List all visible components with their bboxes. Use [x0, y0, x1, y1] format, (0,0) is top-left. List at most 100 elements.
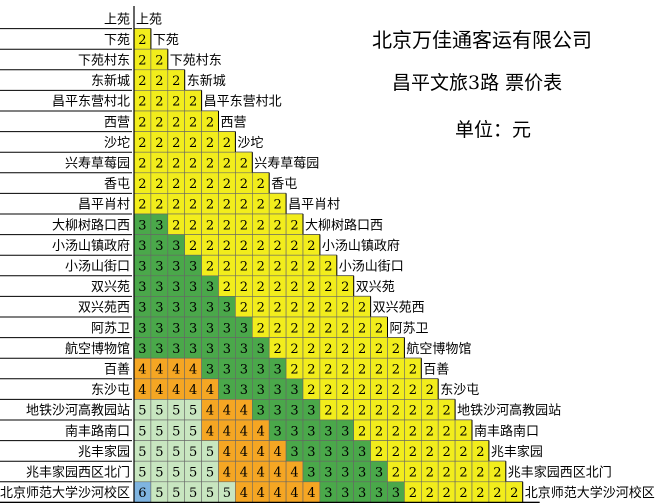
- station-label: 上苑: [104, 12, 130, 27]
- fare-value: 3: [257, 404, 265, 419]
- fare-value: 3: [138, 280, 146, 295]
- station-label: 西营: [104, 115, 130, 130]
- fare-value: 2: [138, 54, 146, 69]
- fare-value: 2: [290, 321, 298, 336]
- fare-value: 2: [426, 404, 434, 419]
- fare-value: 2: [172, 136, 180, 151]
- fare-value: 3: [358, 486, 366, 501]
- fare-value: 5: [138, 466, 146, 481]
- fare-value: 2: [459, 466, 467, 481]
- fare-value: 2: [375, 321, 383, 336]
- fare-value: 4: [206, 383, 214, 398]
- fare-value: 5: [223, 486, 231, 501]
- station-label: 东沙屯: [91, 383, 130, 398]
- fare-value: 2: [307, 383, 315, 398]
- fare-value: 2: [307, 342, 315, 357]
- diagonal-station-label: 航空博物馆: [406, 341, 471, 357]
- fare-value: 4: [290, 486, 298, 501]
- fare-value: 2: [223, 157, 231, 172]
- fare-value: 2: [459, 424, 467, 439]
- fare-value: 3: [138, 301, 146, 316]
- fare-value: 2: [341, 383, 349, 398]
- fare-value: 3: [257, 342, 265, 357]
- fare-value: 2: [223, 218, 231, 233]
- fare-value: 2: [324, 260, 332, 275]
- fare-value: 2: [172, 74, 180, 89]
- fare-value: 2: [324, 280, 332, 295]
- fare-value: 4: [155, 383, 163, 398]
- diagonal-station-label: 昌平肖村: [288, 198, 340, 213]
- fare-value: 3: [240, 363, 248, 378]
- diagonal-station-label: 下苑村东: [170, 54, 222, 69]
- fare-value: 3: [307, 466, 315, 481]
- diagonal-station-label: 沙坨: [237, 135, 263, 151]
- fare-value: 2: [206, 260, 214, 275]
- fare-value: 2: [155, 136, 163, 151]
- fare-value: 4: [240, 424, 248, 439]
- fare-value: 5: [172, 404, 180, 419]
- fare-value: 2: [307, 363, 315, 378]
- fare-value: 2: [257, 218, 265, 233]
- fare-value: 2: [358, 404, 366, 419]
- fare-value: 5: [189, 466, 197, 481]
- fare-value: 2: [206, 239, 214, 254]
- fare-value: 2: [392, 445, 400, 460]
- fare-value: 2: [392, 363, 400, 378]
- fare-value: 3: [189, 342, 197, 357]
- fare-value: 2: [206, 198, 214, 213]
- fare-value: 2: [426, 383, 434, 398]
- fare-value: 2: [426, 424, 434, 439]
- fare-value: 3: [138, 321, 146, 336]
- fare-value: 2: [324, 404, 332, 419]
- fare-value: 3: [189, 280, 197, 295]
- fare-value: 5: [155, 424, 163, 439]
- fare-value: 3: [257, 363, 265, 378]
- fare-value: 3: [172, 321, 180, 336]
- fare-value: 3: [223, 321, 231, 336]
- fare-value: 4: [274, 466, 282, 481]
- fare-value: 2: [358, 321, 366, 336]
- fare-value: 2: [189, 157, 197, 172]
- fare-value: 4: [189, 363, 197, 378]
- fare-value: 2: [257, 198, 265, 213]
- fare-value: 2: [155, 74, 163, 89]
- diagonal-station-label: 东沙屯: [440, 383, 479, 398]
- fare-value: 2: [324, 301, 332, 316]
- fare-value: 2: [290, 363, 298, 378]
- fare-value: 5: [206, 466, 214, 481]
- fare-value: 2: [443, 486, 451, 501]
- diagonal-station-label: 双兴苑西: [373, 301, 425, 316]
- fare-value: 5: [138, 424, 146, 439]
- fare-value: 2: [324, 342, 332, 357]
- fare-value: 2: [443, 424, 451, 439]
- fare-value: 2: [223, 177, 231, 192]
- station-label: 下苑: [104, 33, 130, 48]
- fare-value: 3: [307, 424, 315, 439]
- fare-value: 2: [409, 486, 417, 501]
- fare-value: 3: [324, 424, 332, 439]
- company-name: 北京万佳通客运有限公司: [372, 28, 592, 52]
- fare-value: 2: [172, 218, 180, 233]
- diagonal-station-label: 小汤山街口: [339, 260, 404, 275]
- fare-value: 3: [223, 363, 231, 378]
- fare-value: 4: [240, 404, 248, 419]
- fare-value: 3: [274, 383, 282, 398]
- fare-value: 4: [290, 466, 298, 481]
- fare-value: 5: [172, 466, 180, 481]
- fare-value: 3: [138, 239, 146, 254]
- fare-value: 2: [426, 466, 434, 481]
- fare-value: 2: [274, 280, 282, 295]
- fare-value: 2: [240, 260, 248, 275]
- fare-value: 2: [307, 239, 315, 254]
- fare-value: 3: [189, 301, 197, 316]
- station-label: 昌平东营村北: [52, 95, 130, 110]
- fare-value: 3: [189, 321, 197, 336]
- diagonal-station-label: 东新城: [187, 73, 226, 89]
- fare-value: 3: [206, 301, 214, 316]
- fare-value: 2: [155, 177, 163, 192]
- fare-value: 2: [138, 157, 146, 172]
- fare-value: 2: [274, 239, 282, 254]
- fare-value: 2: [155, 54, 163, 69]
- station-label: 沙坨: [104, 135, 130, 151]
- fare-value: 2: [307, 301, 315, 316]
